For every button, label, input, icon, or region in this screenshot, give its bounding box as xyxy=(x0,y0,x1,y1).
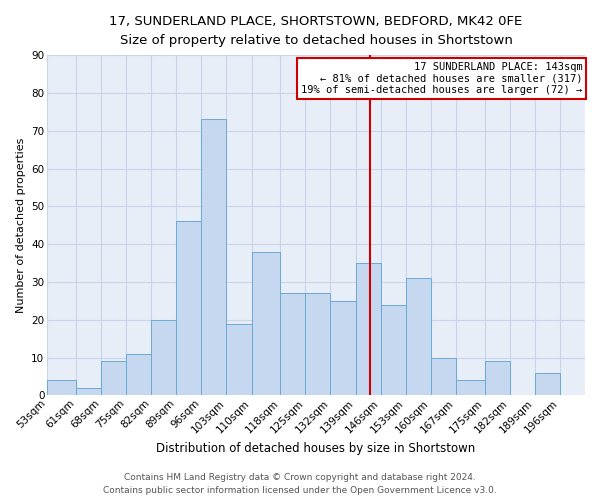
Bar xyxy=(151,320,176,396)
Bar xyxy=(101,362,126,396)
Bar xyxy=(431,358,456,396)
Bar xyxy=(305,294,331,396)
Text: Contains HM Land Registry data © Crown copyright and database right 2024.
Contai: Contains HM Land Registry data © Crown c… xyxy=(103,474,497,495)
Bar xyxy=(76,388,101,396)
Bar xyxy=(456,380,485,396)
Y-axis label: Number of detached properties: Number of detached properties xyxy=(16,138,26,313)
Title: 17, SUNDERLAND PLACE, SHORTSTOWN, BEDFORD, MK42 0FE
Size of property relative to: 17, SUNDERLAND PLACE, SHORTSTOWN, BEDFOR… xyxy=(109,15,523,47)
X-axis label: Distribution of detached houses by size in Shortstown: Distribution of detached houses by size … xyxy=(157,442,476,455)
Bar xyxy=(535,372,560,396)
Bar xyxy=(126,354,151,396)
Bar xyxy=(202,120,226,396)
Bar xyxy=(356,263,380,396)
Bar xyxy=(380,304,406,396)
Text: 17 SUNDERLAND PLACE: 143sqm
← 81% of detached houses are smaller (317)
19% of se: 17 SUNDERLAND PLACE: 143sqm ← 81% of det… xyxy=(301,62,583,95)
Bar xyxy=(226,324,251,396)
Bar xyxy=(280,294,305,396)
Bar xyxy=(251,252,280,396)
Bar xyxy=(176,222,202,396)
Bar xyxy=(485,362,510,396)
Bar xyxy=(47,380,76,396)
Bar xyxy=(406,278,431,396)
Bar xyxy=(331,301,356,396)
